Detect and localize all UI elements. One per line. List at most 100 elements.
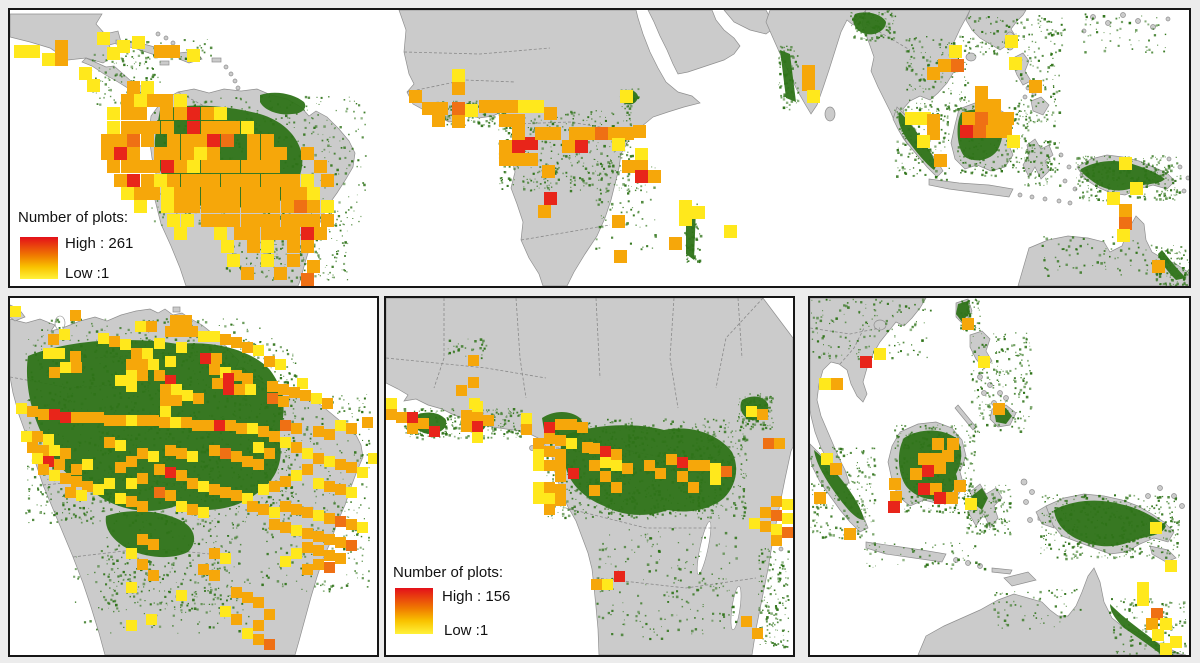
plot-density-cell: [688, 482, 699, 493]
plot-density-cell: [148, 451, 159, 462]
plot-density-cell: [147, 94, 160, 107]
plot-density-cell: [127, 174, 140, 187]
plot-density-cell: [407, 423, 418, 434]
plot-density-cell: [710, 474, 721, 485]
plot-density-cell: [932, 438, 944, 450]
plot-density-cell: [231, 614, 242, 625]
plot-density-cell: [146, 321, 157, 332]
plot-density-cell: [456, 385, 467, 396]
plot-density-cell: [174, 94, 187, 107]
plot-density-cell: [227, 121, 240, 134]
legend-title: Number of plots:: [18, 209, 129, 226]
plot-density-cell: [79, 67, 92, 80]
plot-density-cell: [1005, 35, 1018, 48]
plot-density-cell: [582, 127, 595, 140]
plot-density-cell: [324, 513, 335, 524]
panel-pantropical-overview: Number of plots: High : 261 Low :1: [8, 8, 1191, 288]
plot-density-cell: [934, 154, 947, 167]
plot-density-cell: [214, 160, 227, 173]
plot-density-cell: [161, 160, 174, 173]
plot-density-cell: [278, 396, 289, 407]
plot-density-cell: [114, 174, 127, 187]
plot-density-cell: [313, 453, 324, 464]
plot-density-cell: [32, 431, 43, 442]
plot-density-cell: [533, 438, 544, 449]
plot-density-cell: [301, 273, 314, 286]
plot-density-cell: [223, 373, 234, 384]
plot-density-cell: [429, 426, 440, 437]
plot-density-cell: [181, 214, 194, 227]
plot-density-cell: [927, 127, 940, 140]
plot-density-cell: [258, 484, 269, 495]
plot-density-cell: [93, 412, 104, 423]
plot-density-cell: [21, 431, 32, 442]
plot-density-cell: [134, 187, 147, 200]
plot-density-cell: [844, 528, 856, 540]
plot-density-cell: [198, 507, 209, 518]
plot-density-cell: [274, 147, 287, 160]
plot-density-cell: [194, 174, 207, 187]
plot-density-cell: [147, 121, 160, 134]
plot-density-cell: [187, 160, 200, 173]
plot-density-cell: [126, 620, 137, 631]
plot-density-cell: [986, 125, 999, 138]
plot-density-cell: [181, 147, 194, 160]
plot-density-cell: [746, 406, 757, 417]
plot-density-cell: [10, 306, 21, 317]
plot-density-cell: [525, 153, 538, 166]
plot-density-cell: [109, 336, 120, 347]
plot-density-cell: [223, 384, 234, 395]
plot-density-cell: [38, 464, 49, 475]
plot-density-cell: [291, 423, 302, 434]
plot-density-cell: [161, 121, 174, 134]
plot-density-cell: [127, 134, 140, 147]
plot-density-cell: [313, 510, 324, 521]
plot-density-cell: [147, 187, 160, 200]
plot-density-cell: [107, 47, 120, 60]
plot-density-cell: [346, 487, 357, 498]
plot-density-cell: [710, 463, 721, 474]
plot-density-cell: [101, 134, 114, 147]
plot-density-cell: [307, 214, 320, 227]
plot-density-cell: [187, 121, 200, 134]
plot-density-cell: [1165, 560, 1177, 572]
plot-density-cell: [999, 125, 1012, 138]
plot-density-cell: [154, 464, 165, 475]
plot-density-cell: [261, 240, 274, 253]
plot-density-cell: [126, 381, 137, 392]
plot-density-cell: [280, 522, 291, 533]
plot-density-cell: [147, 160, 160, 173]
plot-density-cell: [200, 353, 211, 364]
plot-density-cell: [201, 187, 214, 200]
plot-density-cell: [258, 504, 269, 515]
plot-density-cell: [1117, 229, 1130, 242]
plot-density-cell: [176, 448, 187, 459]
plot-density-cell: [160, 406, 171, 417]
plot-density-cell: [452, 82, 465, 95]
plot-density-cell: [49, 367, 60, 378]
plot-density-cell: [209, 570, 220, 581]
plot-density-cell: [934, 492, 946, 504]
plot-density-cell: [291, 548, 302, 559]
plot-density-cell: [242, 456, 253, 467]
plot-density-cell: [591, 579, 602, 590]
plot-density-cell: [1119, 157, 1132, 170]
plot-density-cell: [602, 579, 613, 590]
plot-density-cell: [137, 415, 148, 426]
plot-density-cell: [324, 562, 335, 573]
plot-density-cell: [978, 356, 990, 368]
plot-density-cell: [121, 107, 134, 120]
plot-density-cell: [555, 495, 566, 506]
plot-density-cell: [201, 214, 214, 227]
plot-density-cell: [126, 415, 137, 426]
plot-density-cell: [247, 501, 258, 512]
plot-density-cell: [97, 32, 110, 45]
plot-density-cell: [479, 100, 492, 113]
plot-density-cell: [154, 338, 165, 349]
plot-density-cell: [241, 214, 254, 227]
plot-density-cell: [142, 348, 153, 359]
plot-density-cell: [324, 429, 335, 440]
plot-density-cell: [782, 499, 793, 510]
plot-density-cell: [291, 525, 302, 536]
